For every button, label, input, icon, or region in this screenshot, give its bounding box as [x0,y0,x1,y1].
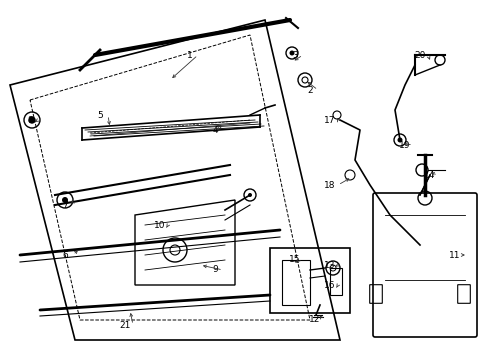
Text: 1: 1 [187,50,192,59]
Text: 6: 6 [62,251,68,260]
Text: 2: 2 [306,86,312,95]
Circle shape [62,197,68,203]
Text: 20: 20 [413,50,425,59]
Text: 3: 3 [291,50,297,59]
Text: 16: 16 [324,280,335,289]
Circle shape [247,193,251,197]
Text: 12: 12 [309,315,320,324]
Circle shape [289,50,294,55]
Text: 21: 21 [119,320,130,329]
Text: 8: 8 [27,116,33,125]
Text: 17: 17 [324,116,335,125]
Text: 5: 5 [97,111,102,120]
Text: 10: 10 [154,220,165,230]
Text: 7: 7 [62,201,68,210]
Text: 13: 13 [324,261,335,270]
Text: 4: 4 [212,126,217,135]
Text: 11: 11 [448,251,460,260]
Text: 14: 14 [424,171,435,180]
Text: 9: 9 [212,266,218,274]
Bar [269,248,349,313]
Text: 19: 19 [398,140,410,149]
Circle shape [397,138,402,143]
Text: 18: 18 [324,180,335,189]
Circle shape [29,117,35,123]
Text: 15: 15 [289,256,300,265]
